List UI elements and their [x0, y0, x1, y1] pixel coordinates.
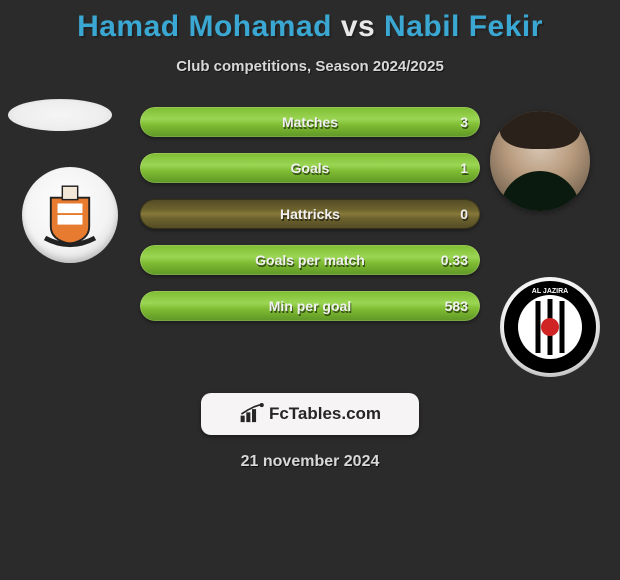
comparison-arena: AL JAZIRA Matches3 Goals1 Hattricks0 Goals … — [0, 107, 620, 357]
player2-club-badge: AL JAZIRA — [500, 277, 600, 377]
player1-avatar-placeholder — [8, 99, 112, 131]
stat-bar-value-right: 0.33 — [441, 245, 468, 275]
title-player1: Hamad Mohamad — [77, 10, 332, 43]
stat-bar-value-right: 1 — [460, 153, 468, 183]
ajman-badge-icon — [22, 167, 118, 263]
aljazira-badge-icon: AL JAZIRA — [500, 277, 600, 377]
stat-bar-label: Goals per match — [140, 245, 480, 275]
stat-bar-label: Hattricks — [140, 199, 480, 229]
player2-avatar-hair — [500, 111, 580, 149]
date-line: 21 november 2024 — [0, 453, 620, 471]
title-vs: vs — [341, 10, 375, 43]
stat-bars: Matches3Goals1Hattricks0Goals per match0… — [140, 107, 480, 337]
stat-bar: Goals per match0.33 — [140, 245, 480, 275]
svg-text:AL JAZIRA: AL JAZIRA — [532, 288, 568, 295]
stat-bar-label: Goals — [140, 153, 480, 183]
title-player2: Nabil Fekir — [384, 10, 543, 43]
stat-bar: Goals1 — [140, 153, 480, 183]
stat-bar-value-right: 0 — [460, 199, 468, 229]
stat-bar: Matches3 — [140, 107, 480, 137]
brand-text: FcTables.com — [269, 404, 381, 424]
stat-bar-label: Matches — [140, 107, 480, 137]
player1-club-badge — [22, 167, 118, 263]
page-title: Hamad Mohamad vs Nabil Fekir — [0, 0, 620, 44]
stat-bar: Min per goal583 — [140, 291, 480, 321]
player2-avatar — [490, 111, 590, 211]
stat-bar-label: Min per goal — [140, 291, 480, 321]
subtitle: Club competitions, Season 2024/2025 — [0, 58, 620, 75]
stat-bar: Hattricks0 — [140, 199, 480, 229]
fctables-logo-icon — [239, 403, 265, 425]
brand-badge[interactable]: FcTables.com — [201, 393, 419, 435]
stat-bar-value-right: 3 — [460, 107, 468, 137]
stat-bar-value-right: 583 — [445, 291, 468, 321]
